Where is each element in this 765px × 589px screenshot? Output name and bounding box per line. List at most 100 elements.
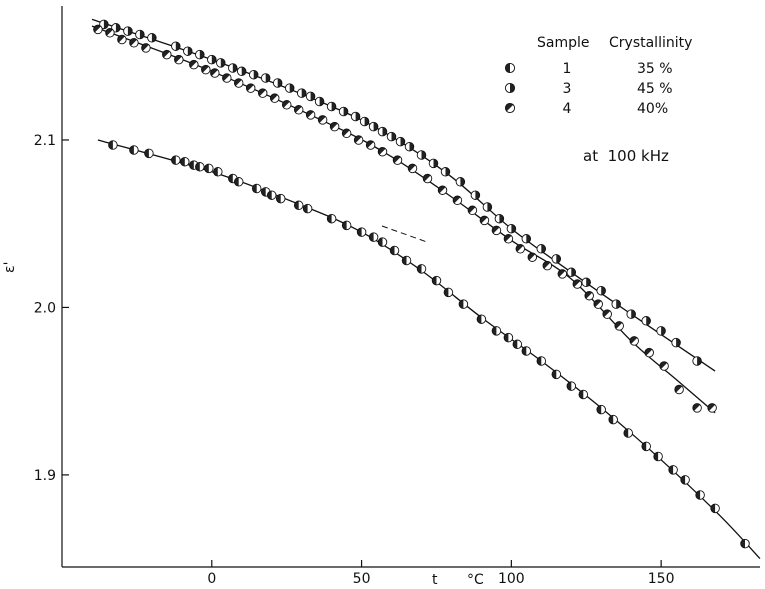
marker-outline bbox=[245, 83, 256, 93]
marker-outline bbox=[204, 163, 214, 174]
point-sample-3 bbox=[482, 202, 493, 212]
marker-shade bbox=[204, 164, 209, 173]
marker-shade bbox=[115, 23, 121, 33]
marker-shade bbox=[180, 157, 185, 166]
x-axis-ticks: 0 50 100 150 bbox=[207, 560, 675, 587]
marker-outline bbox=[233, 177, 244, 187]
point-sample-1 bbox=[521, 346, 532, 356]
point-sample-1 bbox=[443, 287, 454, 298]
marker-shade bbox=[253, 70, 258, 79]
marker-outline bbox=[566, 267, 577, 278]
marker-shade bbox=[390, 246, 395, 255]
marker-shade bbox=[623, 428, 629, 438]
point-sample-1 bbox=[233, 177, 244, 187]
marker-outline bbox=[608, 414, 618, 425]
marker-outline bbox=[614, 321, 624, 331]
marker-outline bbox=[195, 49, 205, 60]
marker-outline bbox=[189, 59, 199, 70]
marker-outline bbox=[455, 177, 466, 187]
point-sample-3 bbox=[611, 299, 621, 309]
point-sample-3 bbox=[314, 96, 325, 107]
point-sample-1 bbox=[536, 356, 547, 366]
point-sample-1 bbox=[680, 475, 690, 485]
marker-shade bbox=[492, 326, 497, 336]
marker-outline bbox=[144, 148, 154, 159]
marker-shade bbox=[661, 326, 666, 336]
marker-outline bbox=[123, 26, 133, 36]
marker-outline bbox=[428, 158, 439, 169]
marker-outline bbox=[302, 203, 313, 214]
marker-outline bbox=[557, 269, 568, 279]
point-sample-3 bbox=[359, 116, 370, 127]
marker-outline bbox=[111, 23, 121, 33]
point-sample-4 bbox=[542, 260, 553, 271]
point-sample-1 bbox=[144, 148, 154, 159]
point-sample-3 bbox=[692, 356, 702, 366]
marker-outline bbox=[368, 232, 379, 242]
marker-outline bbox=[216, 58, 226, 68]
marker-outline bbox=[611, 299, 621, 309]
point-sample-3 bbox=[596, 285, 606, 296]
marker-outline bbox=[269, 93, 280, 103]
point-sample-3 bbox=[368, 121, 379, 132]
point-sample-1 bbox=[668, 465, 678, 475]
marker-shade bbox=[601, 286, 606, 295]
marker-shade bbox=[402, 256, 407, 265]
marker-shade bbox=[697, 356, 702, 366]
legend-sample-3: 3 bbox=[563, 81, 572, 97]
point-sample-3 bbox=[111, 23, 121, 33]
point-sample-1 bbox=[623, 428, 633, 438]
marker-outline bbox=[356, 227, 367, 237]
marker-shade bbox=[421, 150, 426, 160]
marker-outline bbox=[341, 220, 352, 231]
point-sample-3 bbox=[305, 91, 316, 102]
marker-outline bbox=[222, 73, 232, 83]
y-tick-label: 2.1 bbox=[34, 133, 56, 149]
marker-outline bbox=[228, 63, 238, 73]
marker-outline bbox=[692, 356, 702, 366]
point-sample-4 bbox=[341, 128, 352, 139]
marker-shade bbox=[409, 142, 414, 151]
point-sample-1 bbox=[341, 220, 352, 231]
point-sample-3 bbox=[228, 63, 238, 73]
marker-outline bbox=[527, 252, 538, 262]
point-sample-4 bbox=[210, 68, 220, 78]
marker-outline bbox=[326, 213, 337, 224]
marker-outline bbox=[135, 29, 145, 40]
point-sample-1 bbox=[356, 227, 367, 237]
point-sample-3 bbox=[183, 46, 193, 56]
marker-outline bbox=[416, 150, 427, 160]
point-sample-4 bbox=[293, 105, 304, 115]
marker-shade bbox=[668, 465, 674, 475]
marker-outline bbox=[296, 88, 307, 98]
marker-outline bbox=[467, 205, 478, 216]
legend-crystallinity-3: 45 % bbox=[637, 81, 673, 97]
point-sample-3 bbox=[641, 316, 651, 326]
marker-outline bbox=[572, 279, 583, 289]
marker-shade bbox=[641, 442, 647, 451]
point-sample-4 bbox=[377, 146, 388, 157]
point-sample-4 bbox=[117, 34, 127, 45]
marker-outline bbox=[195, 162, 205, 172]
marker-outline bbox=[536, 244, 547, 254]
point-sample-3 bbox=[551, 254, 562, 264]
marker-outline bbox=[680, 475, 690, 485]
marker-outline bbox=[207, 54, 217, 65]
marker-shade bbox=[276, 194, 281, 203]
marker-outline bbox=[521, 234, 532, 244]
marker-outline bbox=[377, 146, 388, 157]
legend-crystallinity-4: 40% bbox=[637, 101, 668, 117]
marker-shade bbox=[331, 102, 336, 111]
point-sample-1 bbox=[512, 339, 523, 350]
marker-outline bbox=[129, 38, 139, 48]
marker-shade bbox=[187, 46, 193, 56]
point-sample-4 bbox=[584, 290, 594, 301]
marker-outline bbox=[257, 88, 268, 98]
marker-shade bbox=[310, 92, 315, 101]
point-sample-4 bbox=[659, 361, 669, 371]
marker-outline bbox=[338, 106, 349, 117]
point-sample-4 bbox=[245, 83, 256, 93]
marker-outline bbox=[515, 244, 526, 254]
marker-shade bbox=[199, 50, 205, 59]
curve-sample-4 bbox=[91, 25, 716, 414]
